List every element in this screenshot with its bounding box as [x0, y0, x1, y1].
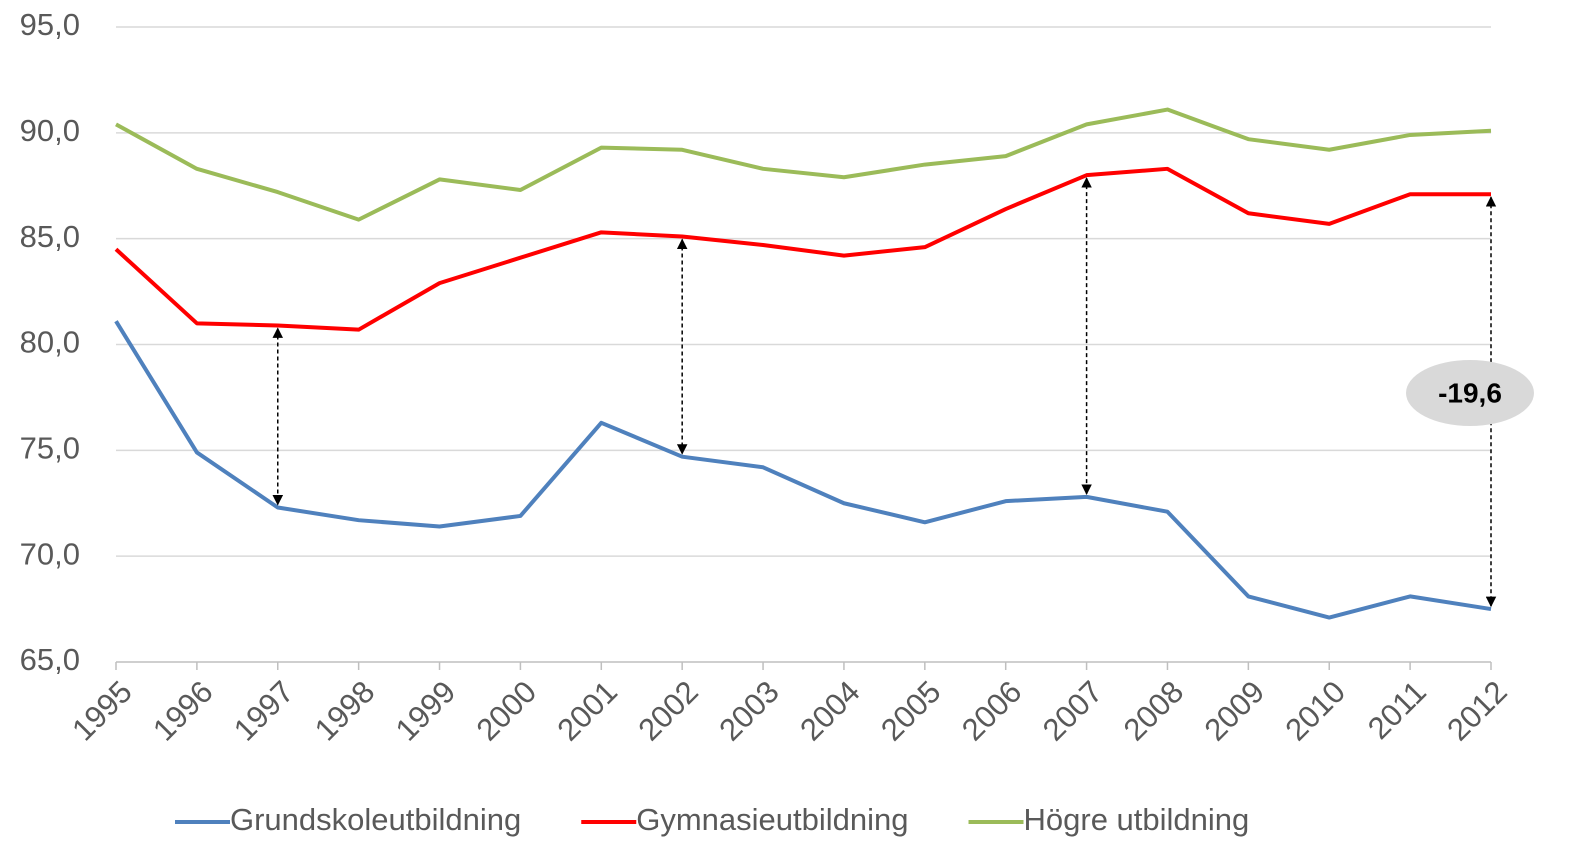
x-tick-label: 2002 — [631, 674, 705, 748]
x-tick-label: 2010 — [1278, 674, 1352, 748]
x-tick-label: 2006 — [955, 674, 1029, 748]
x-tick-label: 2005 — [874, 674, 948, 748]
x-tick-label: 1996 — [146, 674, 220, 748]
x-tick-label: 1999 — [389, 674, 463, 748]
legend-label: Högre utbildning — [1024, 802, 1250, 837]
x-tick-label: 2011 — [1361, 674, 1433, 746]
legend-label: Grundskoleutbildning — [230, 802, 521, 837]
y-tick-label: 80,0 — [20, 325, 80, 360]
x-tick-label: 2012 — [1440, 674, 1514, 748]
x-tick-label: 1995 — [65, 674, 139, 748]
y-tick-label: 95,0 — [20, 7, 80, 42]
x-tick-label: 1998 — [308, 674, 382, 748]
x-tick-label: 2009 — [1198, 674, 1272, 748]
y-tick-label: 90,0 — [20, 113, 80, 148]
x-tick-label: 2008 — [1117, 674, 1191, 748]
x-tick-label: 2004 — [793, 674, 867, 748]
series-line — [114, 320, 1492, 620]
series-line — [114, 166, 1491, 332]
x-tick-label: 2001 — [551, 674, 625, 748]
series-line — [115, 107, 1492, 222]
annotation-bubble — [1406, 360, 1534, 426]
y-tick-label: 85,0 — [20, 219, 80, 254]
y-tick-label: 75,0 — [20, 431, 80, 466]
legend-label: Gymnasieutbildning — [636, 802, 908, 837]
annotation: -19,6 — [1438, 377, 1502, 408]
y-tick-label: 70,0 — [20, 536, 80, 571]
x-tick-label: 1997 — [227, 674, 301, 748]
x-tick-label: 2000 — [470, 674, 544, 748]
x-tick-label: 2007 — [1036, 674, 1110, 748]
y-tick-label: 65,0 — [20, 642, 80, 677]
x-tick-label: 2003 — [712, 674, 786, 748]
